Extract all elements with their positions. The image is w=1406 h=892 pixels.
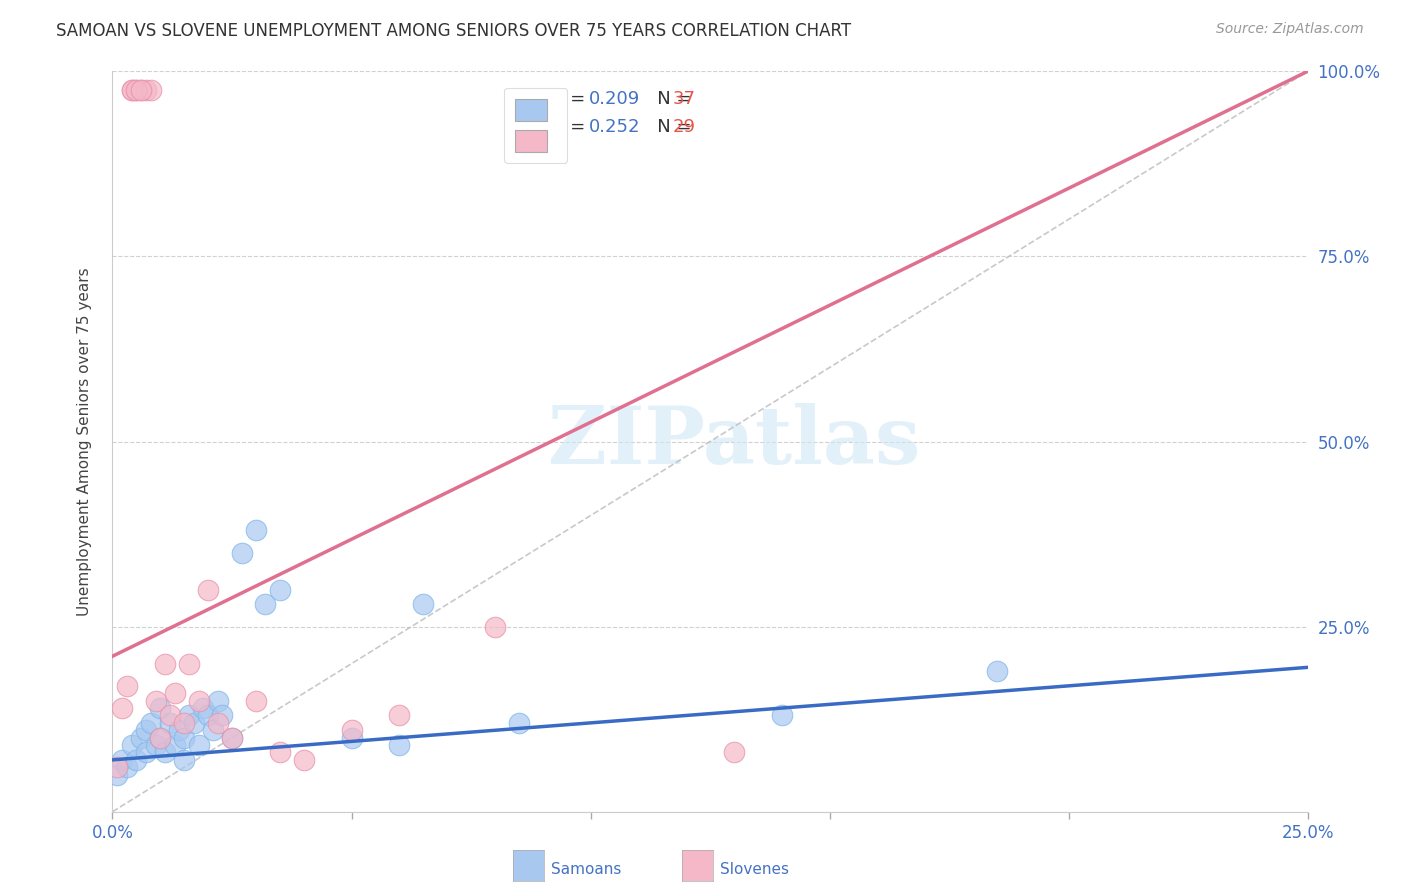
Point (135, 83, 157, 97)
Point (508, 715, 530, 730)
Point (135, 746, 157, 760)
Point (221, 731, 243, 745)
Point (139, 83, 162, 97)
Point (173, 731, 195, 745)
Point (207, 694, 229, 708)
Point (187, 694, 209, 708)
Point (159, 708, 181, 723)
Point (121, 83, 143, 97)
Point (340, 723, 363, 738)
Point (169, 723, 191, 738)
Point (115, 679, 138, 693)
Point (121, 738, 143, 752)
Text: Samoans: Samoans (551, 863, 621, 877)
Point (125, 753, 148, 767)
Text: 0.252: 0.252 (589, 118, 641, 136)
Point (153, 657, 176, 671)
Point (340, 731, 363, 745)
Point (388, 738, 411, 752)
Point (211, 708, 233, 723)
Point (269, 746, 291, 760)
Point (135, 723, 157, 738)
Text: N =: N = (640, 118, 697, 136)
Text: 29: 29 (673, 118, 696, 136)
Point (111, 753, 134, 767)
Point (149, 701, 172, 715)
Point (292, 753, 315, 767)
Text: ZIPatlas: ZIPatlas (548, 402, 920, 481)
Point (163, 738, 186, 752)
Point (245, 694, 267, 708)
Point (197, 582, 219, 597)
Point (145, 694, 167, 708)
Text: Source: ZipAtlas.com: Source: ZipAtlas.com (1216, 22, 1364, 37)
Point (221, 731, 243, 745)
Legend: , : , (503, 87, 567, 162)
Point (201, 723, 224, 738)
Point (207, 715, 229, 730)
Point (173, 715, 195, 730)
Point (153, 746, 176, 760)
Point (254, 598, 277, 612)
Point (121, 83, 143, 97)
Text: SAMOAN VS SLOVENE UNEMPLOYMENT AMONG SENIORS OVER 75 YEARS CORRELATION CHART: SAMOAN VS SLOVENE UNEMPLOYMENT AMONG SEN… (56, 22, 852, 40)
Point (115, 760, 138, 774)
Point (129, 83, 152, 97)
Point (197, 708, 219, 723)
Text: N =: N = (640, 90, 697, 109)
Point (231, 546, 253, 560)
Point (125, 83, 148, 97)
Point (105, 760, 128, 774)
Point (177, 657, 200, 671)
Y-axis label: Unemployment Among Seniors over 75 years: Unemployment Among Seniors over 75 years (77, 268, 91, 615)
Point (173, 753, 195, 767)
Point (129, 83, 152, 97)
Text: R =: R = (553, 118, 592, 136)
Point (125, 83, 148, 97)
Point (723, 746, 745, 760)
Text: Slovenes: Slovenes (720, 863, 789, 877)
Point (484, 619, 506, 633)
Point (187, 738, 209, 752)
Point (388, 708, 411, 723)
Point (145, 738, 167, 752)
Point (986, 664, 1008, 678)
Text: 37: 37 (673, 90, 696, 109)
Point (269, 582, 291, 597)
Point (149, 731, 172, 745)
Text: R =: R = (553, 90, 592, 109)
Point (412, 598, 434, 612)
Point (177, 708, 200, 723)
Point (129, 731, 152, 745)
Text: 0.209: 0.209 (589, 90, 641, 109)
Point (163, 686, 186, 700)
Point (193, 701, 215, 715)
Point (770, 708, 793, 723)
Point (149, 731, 172, 745)
Point (139, 715, 162, 730)
Point (159, 715, 181, 730)
Point (105, 767, 128, 781)
Point (183, 715, 205, 730)
Point (111, 701, 134, 715)
Point (245, 524, 267, 538)
